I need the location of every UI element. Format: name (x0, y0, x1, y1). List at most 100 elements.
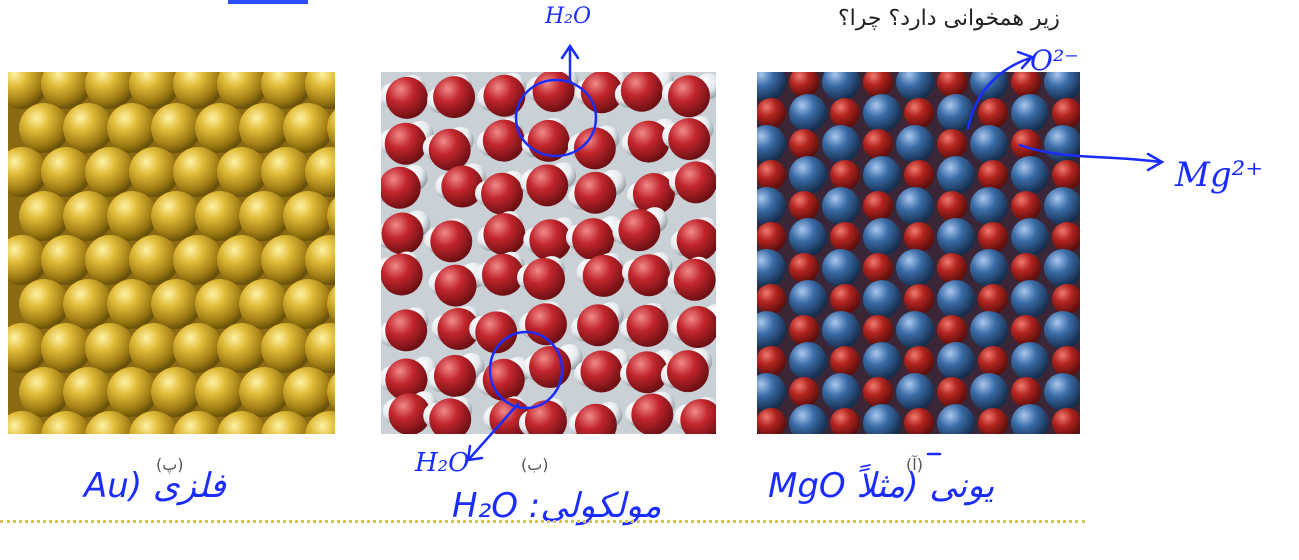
oxide-ion (1044, 373, 1080, 411)
magnesium-ion (863, 191, 893, 221)
mgo-lattice-image (757, 72, 1080, 434)
gold-atom (283, 191, 333, 241)
gold-atom (129, 323, 179, 373)
water-molecules-image (381, 72, 716, 434)
oxygen-atom (385, 76, 428, 119)
gold-atom (85, 147, 135, 197)
gold-atom (107, 103, 157, 153)
caption-water: (ب) (521, 455, 549, 474)
magnesium-ion (830, 284, 860, 314)
gold-atom (151, 367, 201, 417)
magnesium-ion (937, 377, 967, 407)
oxygen-atom (428, 128, 471, 171)
question-text: زیر همخوانی دارد؟ چرا؟ (838, 6, 1060, 31)
oxide-ion (863, 218, 901, 256)
magnesium-ion (789, 377, 819, 407)
magnesium-ion (757, 408, 786, 434)
magnesium-ion (1011, 377, 1041, 407)
gold-atom (217, 235, 267, 285)
oxygen-atom (381, 166, 421, 209)
oxygen-atom (574, 171, 617, 214)
gold-atom (239, 103, 289, 153)
gold-atom (261, 235, 311, 285)
gold-atom (305, 72, 335, 109)
gold-atom (305, 235, 335, 285)
magnesium-ion (863, 315, 893, 345)
oxygen-atom (482, 358, 525, 401)
gold-atom (327, 109, 335, 147)
magnesium-ion (1011, 129, 1041, 159)
oxygen-atom (481, 253, 524, 296)
oxide-ion (822, 249, 860, 287)
magnesium-ion (830, 408, 860, 434)
oxygen-atom (381, 212, 424, 255)
oxygen-atom (626, 304, 669, 347)
oxide-ion (1011, 280, 1049, 318)
gold-atom (261, 323, 311, 373)
magnesium-ion (1011, 315, 1041, 345)
oxide-ion (937, 280, 975, 318)
annotation-gold-label: فلزی (Au (84, 466, 226, 506)
magnesium-ion (757, 346, 786, 376)
gold-atom (173, 147, 223, 197)
magnesium-ion (789, 191, 819, 221)
annotation-oxide-ion: O²⁻ (1030, 44, 1079, 77)
gold-atom (151, 279, 201, 329)
oxide-ion (822, 187, 860, 225)
oxygen-atom (667, 75, 710, 118)
oxide-ion (757, 125, 786, 163)
oxygen-atom (582, 254, 625, 297)
caption-gold: (پ) (156, 455, 184, 474)
magnesium-ion (863, 72, 893, 97)
oxygen-atom (673, 258, 716, 301)
oxygen-atom (523, 257, 566, 300)
magnesium-ion (904, 98, 934, 128)
gold-atom (107, 367, 157, 417)
oxygen-atom (434, 264, 477, 307)
oxide-ion (757, 249, 786, 287)
gold-atom (107, 279, 157, 329)
oxide-ion (789, 342, 827, 380)
oxygen-atom (433, 354, 476, 397)
magnesium-ion (789, 253, 819, 283)
gold-atom (283, 367, 333, 417)
magnesium-ion (757, 160, 786, 190)
oxide-ion (1044, 187, 1080, 225)
gold-atom (239, 279, 289, 329)
gold-atom (261, 411, 311, 434)
gold-atom (239, 191, 289, 241)
oxide-ion (757, 72, 786, 101)
gold-atom (41, 147, 91, 197)
oxygen-atom (441, 165, 484, 208)
oxide-ion (789, 156, 827, 194)
oxide-ion (757, 187, 786, 225)
dotted-divider (0, 520, 1085, 523)
annotation-water-bottom: H₂O (415, 448, 470, 478)
oxygen-atom (388, 393, 431, 434)
oxygen-atom (483, 213, 526, 256)
oxide-ion (896, 249, 934, 287)
gold-atom (327, 197, 335, 235)
magnesium-ion (904, 346, 934, 376)
oxide-ion (937, 156, 975, 194)
oxide-ion (970, 249, 1008, 287)
oxide-ion (863, 156, 901, 194)
oxide-ion (1044, 311, 1080, 349)
oxygen-atom (483, 74, 526, 117)
gold-atom (19, 279, 69, 329)
gold-atom (173, 411, 223, 434)
oxygen-atom (577, 304, 620, 347)
magnesium-ion (1052, 222, 1080, 252)
magnesium-ion (1011, 253, 1041, 283)
gold-atom (173, 72, 223, 109)
magnesium-ion (1011, 191, 1041, 221)
caption-mgo: (آ) (906, 455, 923, 474)
gold-atom (85, 235, 135, 285)
oxide-ion (1011, 342, 1049, 380)
oxygen-atom (524, 303, 567, 346)
gold-atom (85, 72, 135, 109)
oxide-ion (937, 218, 975, 256)
oxygen-atom (430, 220, 473, 263)
magnesium-ion (830, 160, 860, 190)
oxide-ion (1044, 72, 1080, 101)
